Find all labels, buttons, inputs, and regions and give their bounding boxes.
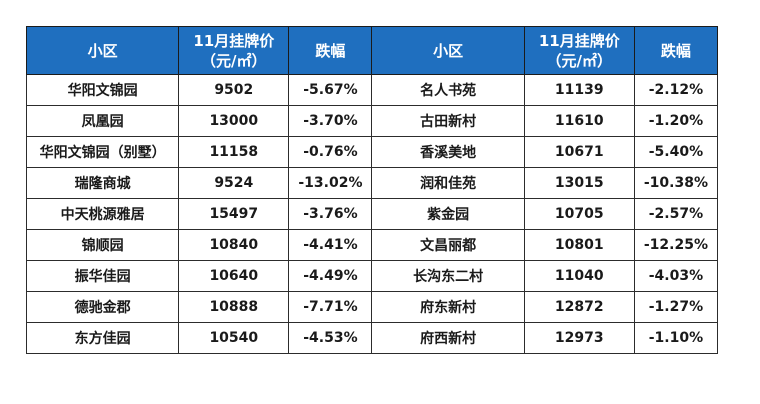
header-left-price-line2: （元/㎡） bbox=[201, 51, 267, 70]
price-change: -13.02% bbox=[288, 167, 373, 199]
price-change: -4.03% bbox=[633, 260, 719, 292]
price-change: -4.49% bbox=[288, 260, 373, 292]
table-body: 华阳文锦园 9502 -5.67% 名人书苑 11139 -2.12% 凤凰园 … bbox=[25, 74, 719, 354]
price-change: -3.76% bbox=[288, 198, 373, 230]
listing-price: 12973 bbox=[523, 322, 635, 354]
community-name: 香溪美地 bbox=[371, 136, 525, 168]
community-name: 振华佳园 bbox=[25, 260, 180, 292]
price-change: -4.53% bbox=[288, 322, 373, 354]
community-name: 瑞隆商城 bbox=[25, 167, 180, 199]
listing-price: 10840 bbox=[178, 229, 290, 261]
header-right-price-line2: （元/㎡） bbox=[546, 51, 613, 70]
listing-price: 11139 bbox=[523, 74, 635, 106]
community-name: 华阳文锦园（别墅） bbox=[25, 136, 180, 168]
table-row: 振华佳园 10640 -4.49% 长沟东二村 11040 -4.03% bbox=[25, 260, 719, 292]
listing-price: 12872 bbox=[523, 291, 635, 323]
table-row: 凤凰园 13000 -3.70% 古田新村 11610 -1.20% bbox=[25, 105, 719, 137]
header-right-name: 小区 bbox=[371, 26, 525, 75]
table-row: 瑞隆商城 9524 -13.02% 润和佳苑 13015 -10.38% bbox=[25, 167, 719, 199]
table-row: 东方佳园 10540 -4.53% 府西新村 12973 -1.10% bbox=[25, 322, 719, 354]
community-name: 文昌丽都 bbox=[371, 229, 525, 261]
community-name: 紫金园 bbox=[371, 198, 525, 230]
listing-price: 10540 bbox=[178, 322, 290, 354]
listing-price: 15497 bbox=[178, 198, 290, 230]
price-change: -1.20% bbox=[633, 105, 719, 137]
table-row: 华阳文锦园（别墅） 11158 -0.76% 香溪美地 10671 -5.40% bbox=[25, 136, 719, 168]
table-row: 华阳文锦园 9502 -5.67% 名人书苑 11139 -2.12% bbox=[25, 74, 719, 106]
community-name: 锦顺园 bbox=[25, 229, 180, 261]
price-change: -1.27% bbox=[633, 291, 719, 323]
header-left-change: 跌幅 bbox=[288, 26, 373, 75]
price-change: -5.67% bbox=[288, 74, 373, 106]
listing-price: 11040 bbox=[523, 260, 635, 292]
header-left-name: 小区 bbox=[25, 26, 180, 75]
community-name: 府西新村 bbox=[371, 322, 525, 354]
listing-price: 13015 bbox=[523, 167, 635, 199]
header-left-price-line1: 11月挂牌价 bbox=[193, 31, 275, 50]
community-name: 古田新村 bbox=[371, 105, 525, 137]
header-right-change: 跌幅 bbox=[633, 26, 719, 75]
listing-price: 10640 bbox=[178, 260, 290, 292]
community-name: 名人书苑 bbox=[371, 74, 525, 106]
community-name: 东方佳园 bbox=[25, 322, 180, 354]
price-change: -0.76% bbox=[288, 136, 373, 168]
price-change: -2.57% bbox=[633, 198, 719, 230]
listing-price: 10671 bbox=[523, 136, 635, 168]
table-row: 锦顺园 10840 -4.41% 文昌丽都 10801 -12.25% bbox=[25, 229, 719, 261]
listing-price-table: 小区 11月挂牌价 （元/㎡） 跌幅 小区 11月挂牌价 （元/㎡） 跌幅 华阳… bbox=[25, 26, 719, 354]
header-right-price-line1: 11月挂牌价 bbox=[538, 31, 620, 50]
price-change: -1.10% bbox=[633, 322, 719, 354]
price-change: -3.70% bbox=[288, 105, 373, 137]
listing-price: 10888 bbox=[178, 291, 290, 323]
table-row: 中天桃源雅居 15497 -3.76% 紫金园 10705 -2.57% bbox=[25, 198, 719, 230]
table-row: 德驰金郡 10888 -7.71% 府东新村 12872 -1.27% bbox=[25, 291, 719, 323]
price-change: -5.40% bbox=[633, 136, 719, 168]
community-name: 凤凰园 bbox=[25, 105, 180, 137]
price-change: -12.25% bbox=[633, 229, 719, 261]
listing-price: 9502 bbox=[178, 74, 290, 106]
listing-price: 13000 bbox=[178, 105, 290, 137]
community-name: 润和佳苑 bbox=[371, 167, 525, 199]
community-name: 华阳文锦园 bbox=[25, 74, 180, 106]
community-name: 德驰金郡 bbox=[25, 291, 180, 323]
header-left-price: 11月挂牌价 （元/㎡） bbox=[178, 26, 290, 75]
price-table-container: 小区 11月挂牌价 （元/㎡） 跌幅 小区 11月挂牌价 （元/㎡） 跌幅 华阳… bbox=[25, 26, 719, 354]
header-row: 小区 11月挂牌价 （元/㎡） 跌幅 小区 11月挂牌价 （元/㎡） 跌幅 bbox=[25, 26, 719, 75]
community-name: 府东新村 bbox=[371, 291, 525, 323]
listing-price: 10801 bbox=[523, 229, 635, 261]
community-name: 中天桃源雅居 bbox=[25, 198, 180, 230]
community-name: 长沟东二村 bbox=[371, 260, 525, 292]
price-change: -7.71% bbox=[288, 291, 373, 323]
table-header: 小区 11月挂牌价 （元/㎡） 跌幅 小区 11月挂牌价 （元/㎡） 跌幅 bbox=[25, 26, 719, 75]
listing-price: 10705 bbox=[523, 198, 635, 230]
listing-price: 11158 bbox=[178, 136, 290, 168]
listing-price: 11610 bbox=[523, 105, 635, 137]
listing-price: 9524 bbox=[178, 167, 290, 199]
price-change: -2.12% bbox=[633, 74, 719, 106]
price-change: -4.41% bbox=[288, 229, 373, 261]
price-change: -10.38% bbox=[633, 167, 719, 199]
header-right-price: 11月挂牌价 （元/㎡） bbox=[523, 26, 635, 75]
